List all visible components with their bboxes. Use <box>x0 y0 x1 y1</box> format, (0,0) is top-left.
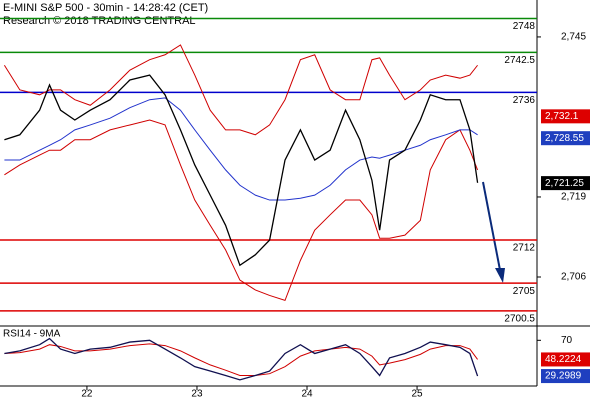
price-badge <box>541 131 590 146</box>
y-tick-label: 70 <box>561 335 573 346</box>
series-line <box>4 74 479 267</box>
level-label: 2748 <box>513 21 536 32</box>
forecast-arrow <box>482 181 501 271</box>
price-badge <box>541 352 590 367</box>
price-badge <box>541 369 590 384</box>
series-line <box>4 119 479 301</box>
rsi-title: RSI14 - 9MA <box>3 329 61 340</box>
level-label: 2736 <box>513 95 536 106</box>
y-tick-label: 2,719 <box>561 192 586 203</box>
x-tick-label: 23 <box>191 389 203 400</box>
series-line <box>3 44 478 136</box>
y-tick-label: 2,706 <box>561 272 586 283</box>
price-badge-label: 2,732.1 <box>545 111 579 122</box>
series-line <box>4 97 478 201</box>
arrow-head <box>495 268 505 283</box>
y-tick-label: 2,745 <box>561 32 586 43</box>
level-label: 2742.5 <box>504 55 535 66</box>
level-label: 2712 <box>513 243 536 254</box>
price-badge <box>541 176 590 191</box>
price-badge-label: 48.2224 <box>545 354 582 365</box>
x-tick-label: 24 <box>301 389 313 400</box>
series-line <box>4 337 479 381</box>
price-badge <box>541 109 590 124</box>
x-tick-label: 22 <box>81 389 93 400</box>
level-label: 2705 <box>513 286 536 297</box>
chart-title: E-MINI S&P 500 - 30min - 14:28:42 (CET) <box>3 2 208 14</box>
price-badge-label: 2,721.25 <box>545 178 584 189</box>
price-badge-label: 29.2989 <box>545 371 582 382</box>
x-tick-label: 25 <box>411 389 423 400</box>
chart-subtitle: Research © 2018 TRADING CENTRAL <box>3 15 196 27</box>
price-badge-label: 2,728.55 <box>545 133 584 144</box>
level-label: 2700.5 <box>504 313 535 324</box>
